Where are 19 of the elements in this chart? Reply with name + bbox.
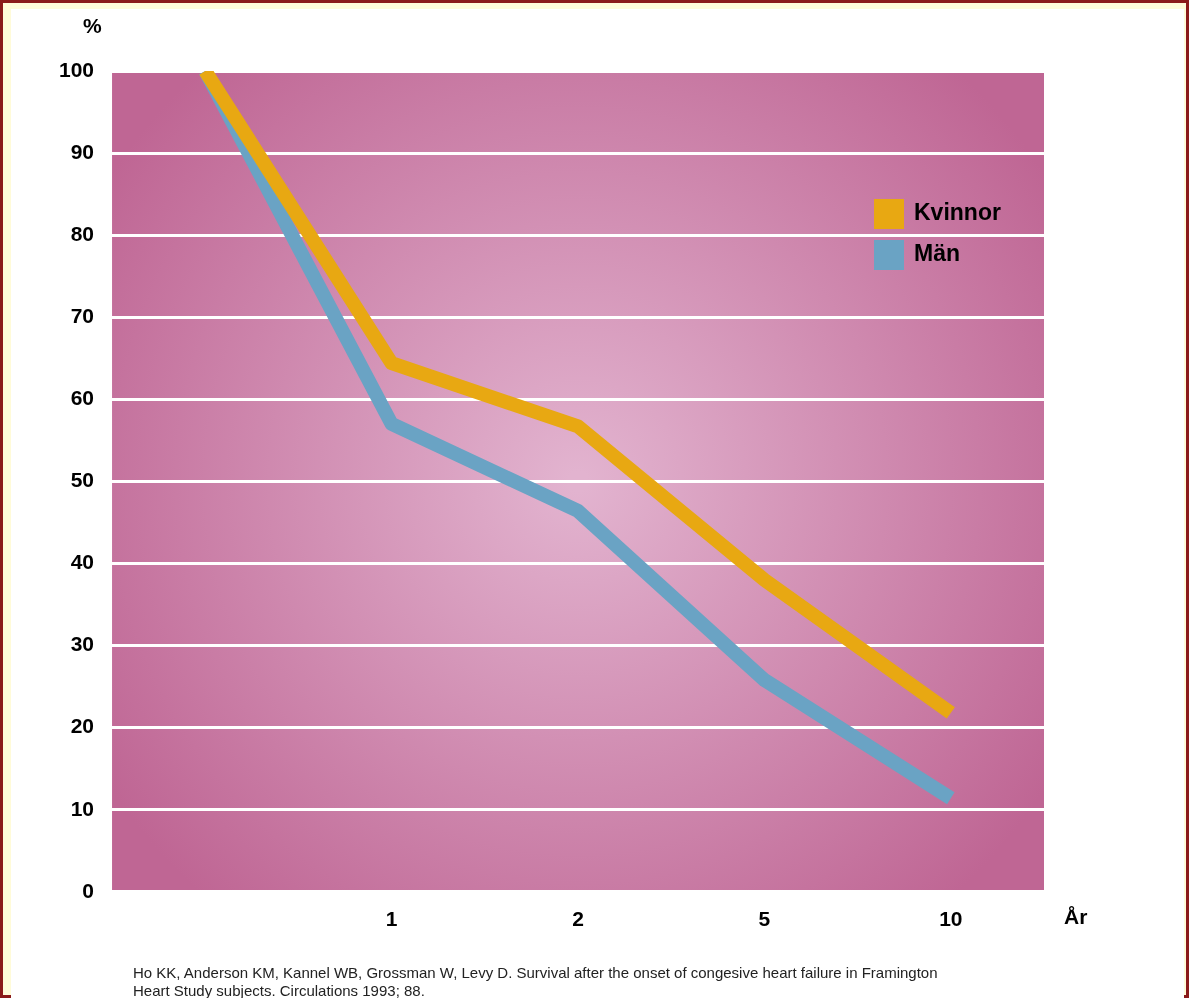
x-tick-label: 1 [385,907,398,931]
y-tick-label: 40 [70,550,95,574]
x-tick-label: 2 [572,907,584,931]
y-tick-label: 70 [70,304,95,328]
y-tick-label: 60 [70,386,95,410]
x-tick-label: 5 [758,907,771,931]
y-tick-label: 90 [70,139,95,163]
y-tick-label: 0 [82,878,95,902]
y-tick-label: 20 [70,714,95,738]
x-tick-label: 10 [939,907,963,931]
x-axis-title: År [1064,905,1088,929]
y-tick-label: 50 [70,468,95,492]
y-tick-label: 100 [58,57,95,81]
legend-label: Män [914,240,960,267]
y-axis-title: % [83,14,102,38]
y-tick-label: 30 [70,632,95,656]
y-tick-label: 80 [70,221,95,245]
y-tick-label: 10 [70,796,95,820]
legend-label: Kvinnor [914,199,1001,226]
